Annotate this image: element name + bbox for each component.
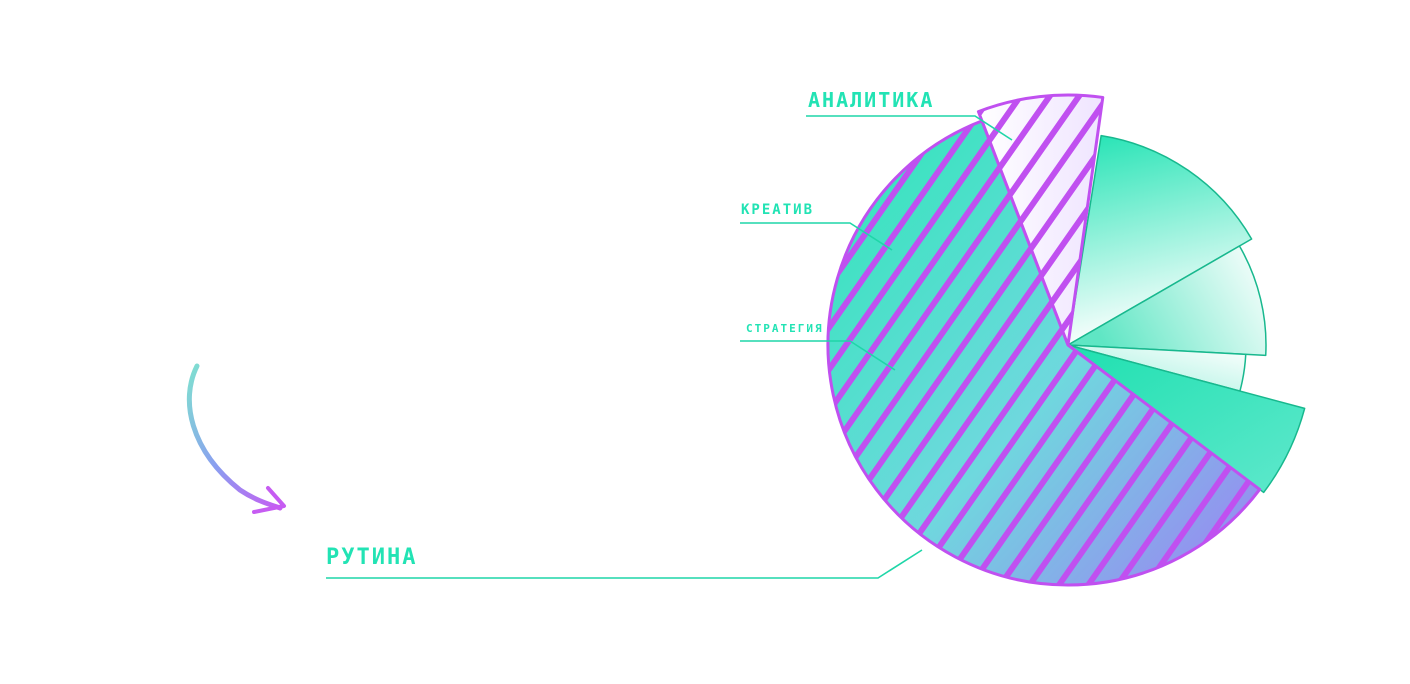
pie-slice-hatch-рутина-hatched (828, 120, 1260, 585)
leader-lines (326, 115, 1013, 579)
slice-label-аналитика: АНАЛИТИКА (808, 88, 934, 112)
slice-labels: АНАЛИТИКА КРЕАТИВ СТРАТЕГИЯ РУТИНА (326, 88, 934, 570)
pie-slice-креатив (1067, 245, 1267, 357)
leader-line-аналитика (806, 115, 1013, 141)
pie-slice-рутина-teal (1067, 344, 1306, 494)
slice-label-рутина: РУТИНА (326, 545, 417, 570)
leader-line-креатив (740, 222, 893, 251)
pie-slices (826, 93, 1306, 587)
pie-slice-hatch-рутина-sliver (978, 95, 1103, 345)
leader-line-рутина (326, 549, 923, 579)
slice-label-креатив: КРЕАТИВ (741, 202, 814, 218)
leader-line-стратегия (740, 340, 896, 371)
curved-arrow-icon (186, 363, 286, 514)
pie-slice-аналитика (1067, 134, 1253, 346)
slice-label-стратегия: СТРАТЕГИЯ (746, 322, 824, 335)
